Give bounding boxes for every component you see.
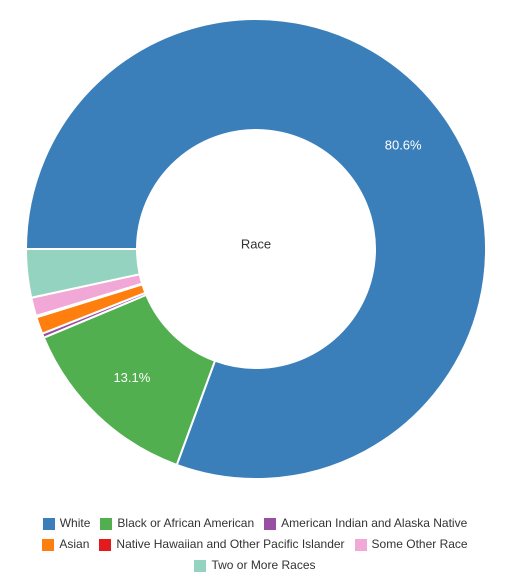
legend-item-asian[interactable]: Asian	[42, 534, 89, 555]
legend: White Black or African American American…	[0, 513, 510, 576]
legend-item-two-or-more[interactable]: Two or More Races	[194, 555, 316, 576]
data-label: 80.6%	[385, 138, 422, 153]
legend-swatch-two-or-more	[194, 559, 207, 572]
chart-data-labels: 80.6% 13.1%	[113, 138, 422, 385]
legend-item-american-indian[interactable]: American Indian and Alaska Native	[264, 513, 467, 534]
legend-row-2: Asian Native Hawaiian and Other Pacific …	[0, 534, 510, 555]
donut-chart: 80.6% 13.1% Race	[24, 18, 487, 480]
center-label: Race	[241, 236, 271, 251]
slice-white[interactable]	[24, 18, 487, 480]
slice-two-or-more-races[interactable]	[24, 248, 141, 299]
legend-label: Asian	[59, 537, 90, 551]
legend-label: Some Other Race	[371, 537, 468, 551]
legend-label: American Indian and Alaska Native	[281, 516, 468, 530]
legend-label: White	[59, 516, 91, 530]
legend-item-some-other-race[interactable]: Some Other Race	[354, 534, 468, 555]
legend-label: Native Hawaiian and Other Pacific Island…	[116, 537, 345, 551]
legend-label: Two or More Races	[211, 558, 316, 572]
chart-canvas: 80.6% 13.1% Race	[24, 18, 487, 480]
legend-item-native-hawaiian[interactable]: Native Hawaiian and Other Pacific Island…	[99, 534, 345, 555]
legend-label: Black or African American	[117, 516, 255, 530]
legend-row-3: Two or More Races	[0, 555, 510, 576]
legend-item-white[interactable]: White	[42, 513, 91, 534]
legend-row-1: White Black or African American American…	[0, 513, 510, 534]
legend-swatch-some-other-race	[354, 538, 367, 551]
data-label: 13.1%	[113, 370, 150, 385]
legend-swatch-black	[100, 517, 113, 530]
legend-swatch-american-indian	[264, 517, 277, 530]
legend-item-black[interactable]: Black or African American	[100, 513, 254, 534]
legend-swatch-asian	[42, 538, 55, 551]
legend-swatch-white	[42, 517, 55, 530]
legend-swatch-native-hawaiian	[99, 538, 112, 551]
chart-slices	[24, 18, 487, 480]
